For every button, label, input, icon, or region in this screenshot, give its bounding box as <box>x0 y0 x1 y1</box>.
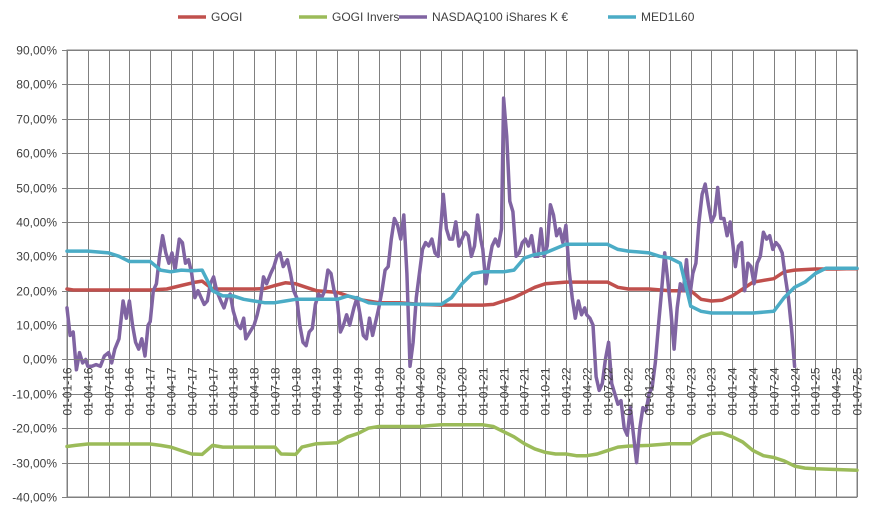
y-tick-label: 0,00% <box>23 353 57 367</box>
x-tick-label: 01-01-17 <box>144 367 158 415</box>
x-tick-label: 01-01-20 <box>394 367 408 415</box>
x-tick-label: 01-04-16 <box>82 367 96 415</box>
x-tick-label: 01-01-23 <box>643 367 657 415</box>
y-tick-label: -10,00% <box>12 388 57 402</box>
x-tick-label: 01-04-19 <box>331 367 345 415</box>
series-line <box>65 423 859 472</box>
x-tick-label: 01-07-25 <box>851 367 865 415</box>
series-line <box>65 266 859 307</box>
series-lines <box>65 96 859 472</box>
x-tick-label: 01-10-19 <box>373 367 387 415</box>
x-tick-label: 01-04-25 <box>830 367 844 415</box>
y-tick-label: 70,00% <box>16 113 57 127</box>
legend: GOGI GOGI Invers NASDAQ100 iShares K € MED1… <box>178 10 695 24</box>
x-tick-label: 01-10-21 <box>539 367 553 415</box>
legend-label: GOGI Invers <box>332 10 399 24</box>
x-tick-label: 01-10-17 <box>207 367 221 415</box>
y-tick-label: -40,00% <box>12 491 57 505</box>
y-tick-label: 60,00% <box>16 147 57 161</box>
axes: 90,00% 80,00% 70,00% 60,00% 50,00% 40,00% 30,0… <box>12 44 864 505</box>
x-tick-label: 01-07-23 <box>685 367 699 415</box>
x-tick-label: 01-10-16 <box>123 367 137 415</box>
x-tick-label: 01-04-20 <box>414 367 428 415</box>
legend-label: GOGI <box>211 10 242 24</box>
y-tick-label: 50,00% <box>16 182 57 196</box>
x-tick-label: 01-07-18 <box>269 367 283 415</box>
x-tick-label: 01-04-22 <box>581 367 595 415</box>
x-tick-label: 01-10-20 <box>456 367 470 415</box>
y-tick-label: 40,00% <box>16 216 57 230</box>
y-tick-label: 30,00% <box>16 250 57 264</box>
x-tick-label: 01-07-22 <box>602 367 616 415</box>
x-tick-label: 01-07-16 <box>103 367 117 415</box>
x-tick-label: 01-04-21 <box>498 367 512 415</box>
x-tick-label: 01-04-24 <box>747 367 761 415</box>
x-tick-label: 01-07-19 <box>352 367 366 415</box>
series-line <box>65 242 859 315</box>
series-line <box>65 96 797 465</box>
x-tick-label: 01-01-18 <box>227 367 241 415</box>
y-tick-label: -20,00% <box>12 422 57 436</box>
x-tick-label: 01-10-22 <box>622 367 636 415</box>
x-tick-label: 01-07-17 <box>186 367 200 415</box>
x-tick-label: 01-01-22 <box>560 367 574 415</box>
y-tick-label: 20,00% <box>16 285 57 299</box>
x-tick-label: 01-01-25 <box>809 367 823 415</box>
x-tick-label: 01-10-23 <box>705 367 719 415</box>
x-tick-label: 01-07-24 <box>768 367 782 415</box>
x-tick-label: 01-07-21 <box>518 367 532 415</box>
y-tick-label: 10,00% <box>16 319 57 333</box>
x-tick-label: 01-10-18 <box>290 367 304 415</box>
x-tick-label: 01-01-16 <box>61 367 75 415</box>
legend-label: NASDAQ100 iShares K € <box>432 10 568 24</box>
x-tick-label: 01-04-18 <box>248 367 262 415</box>
x-tick-label: 01-01-21 <box>477 367 491 415</box>
x-tick-label: 01-04-17 <box>165 367 179 415</box>
x-tick-label: 01-04-23 <box>664 367 678 415</box>
x-tick-label: 01-01-24 <box>726 367 740 415</box>
x-tick-label: 01-10-24 <box>789 367 803 415</box>
y-tick-label: -30,00% <box>12 457 57 471</box>
y-tick-label: 90,00% <box>16 44 57 58</box>
x-tick-label: 01-01-19 <box>310 367 324 415</box>
y-tick-label: 80,00% <box>16 78 57 92</box>
x-tick-label: 01-07-20 <box>435 367 449 415</box>
legend-label: MED1L60 <box>641 10 695 24</box>
